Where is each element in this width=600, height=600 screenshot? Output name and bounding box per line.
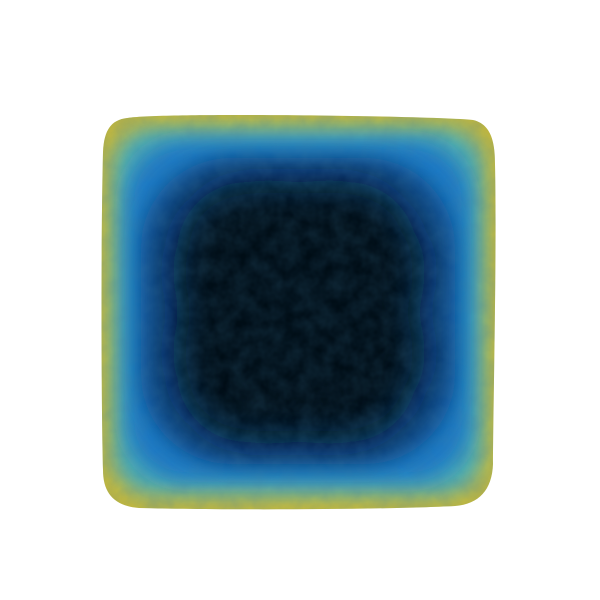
heatmap-tile-graphic [101, 114, 496, 510]
heatmap-tile [99, 112, 497, 510]
texture-layer [101, 114, 496, 510]
